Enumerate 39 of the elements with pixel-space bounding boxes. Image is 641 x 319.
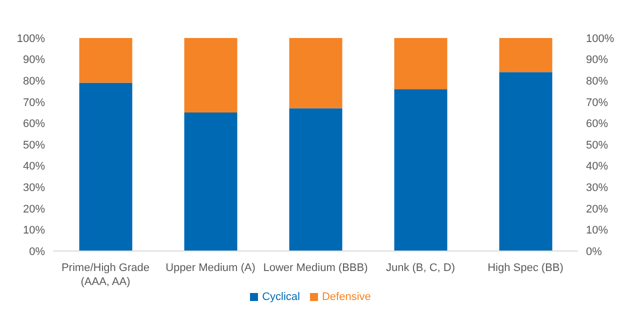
y2-tick-label: 100%: [586, 32, 614, 45]
y2-tick-label: 50%: [586, 139, 608, 152]
bar: [184, 38, 238, 113]
bar: [289, 108, 342, 251]
y-tick-label: 30%: [22, 182, 46, 194]
x-tick-label: Lower Medium (BBB): [263, 262, 368, 274]
x-tick-label: Upper Medium (A): [166, 262, 256, 274]
bar: [184, 112, 238, 251]
y-tick-label: 20%: [22, 203, 46, 216]
y-tick-label: 90%: [22, 54, 46, 66]
y-tick-label: 100%: [16, 32, 46, 45]
bar: [499, 72, 552, 251]
x-tick-label: High Spec (BB): [488, 262, 564, 274]
y2-tick-label: 30%: [586, 182, 608, 194]
legend-label: Cyclical: [262, 291, 300, 303]
bar: [79, 38, 132, 83]
bar: [289, 38, 342, 108]
y-tick-label: 80%: [22, 76, 46, 88]
y2-tick-label: 40%: [586, 160, 608, 173]
y-tick-label: 60%: [22, 118, 46, 130]
legend-label: Defensive: [322, 291, 371, 303]
y-tick-label: 0%: [29, 246, 46, 258]
y2-tick-label: 60%: [586, 118, 608, 130]
y2-tick-label: 0%: [586, 246, 602, 258]
x-tick-label: Junk (B, C, D): [386, 262, 456, 274]
y-tick-label: 70%: [22, 96, 46, 109]
y-tick-label: 40%: [22, 160, 46, 173]
bar: [79, 82, 132, 251]
bar: [394, 38, 448, 90]
bar: [499, 38, 552, 72]
bar: [394, 89, 448, 251]
y2-tick-label: 70%: [586, 96, 608, 109]
x-tick-label: Prime/High Grade (AAA, AA): [61, 262, 150, 288]
y2-tick-label: 20%: [586, 203, 608, 216]
y2-tick-label: 10%: [586, 224, 608, 237]
y-tick-label: 50%: [22, 139, 46, 152]
y-tick-label: 10%: [22, 224, 46, 237]
y2-tick-label: 80%: [586, 76, 608, 88]
y2-tick-label: 90%: [586, 54, 608, 66]
